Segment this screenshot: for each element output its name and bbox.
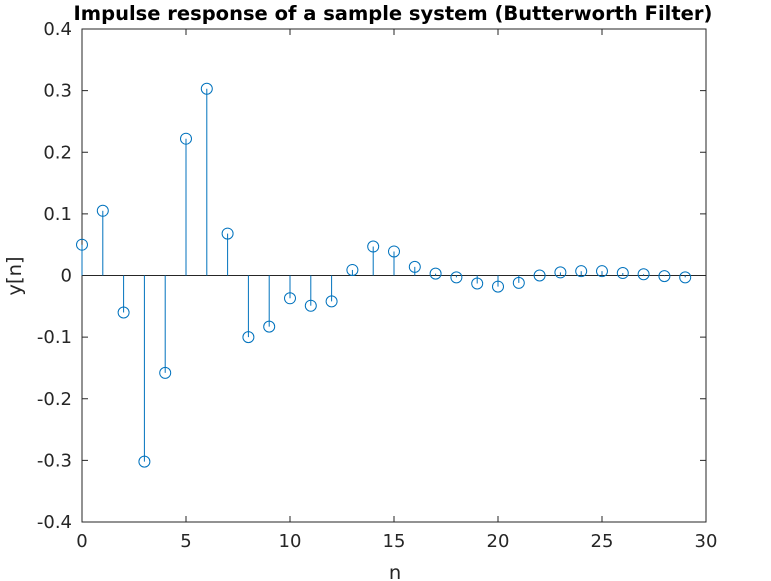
y-tick-label: -0.2 <box>37 389 72 410</box>
x-tick-label: 30 <box>695 531 718 552</box>
y-tick-label: 0.1 <box>43 204 72 225</box>
stem-marker <box>679 271 692 284</box>
stem-marker <box>429 267 442 280</box>
y-tick-label: -0.1 <box>37 327 72 348</box>
stem-marker <box>388 245 400 258</box>
stem-marker <box>180 132 192 145</box>
stem-marker <box>637 268 650 281</box>
stem-marker <box>284 292 296 305</box>
y-axis-label: y[n] <box>3 256 26 295</box>
stem-marker <box>492 280 504 293</box>
y-tick-label: 0 <box>61 266 72 287</box>
x-tick-label: 0 <box>76 531 87 552</box>
stem-marker <box>76 238 88 251</box>
stem-marker <box>554 266 567 279</box>
stem-marker <box>138 455 151 468</box>
stem-marker <box>96 204 109 217</box>
stem-marker <box>263 320 276 333</box>
y-tick-label: 0.2 <box>43 142 72 163</box>
stem-marker <box>575 265 588 278</box>
stem-marker <box>304 299 317 312</box>
stem-marker <box>325 295 338 308</box>
x-tick-label: 20 <box>487 531 510 552</box>
stem-marker <box>616 267 629 280</box>
y-tick-label: 0.3 <box>43 81 72 102</box>
stem-marker <box>346 263 359 276</box>
chart-title: Impulse response of a sample system (But… <box>74 2 713 25</box>
stem-marker <box>658 270 671 283</box>
stem-marker <box>533 269 546 282</box>
stem-marker <box>596 265 608 278</box>
stem-marker <box>242 331 255 344</box>
stem-marker <box>159 366 172 379</box>
stem-marker <box>117 306 130 319</box>
stem-marker <box>512 276 525 289</box>
stem-marker <box>450 271 463 284</box>
x-axis-label: n <box>389 561 401 581</box>
stem-marker <box>200 82 213 95</box>
stem-marker <box>408 260 421 273</box>
x-tick-label: 25 <box>591 531 614 552</box>
y-tick-label: -0.4 <box>37 512 72 533</box>
x-tick-label: 15 <box>383 531 406 552</box>
stem-marker <box>471 277 484 290</box>
stem-marker <box>221 227 234 240</box>
x-tick-label: 5 <box>180 531 191 552</box>
stem-marker <box>367 240 380 253</box>
y-tick-label: -0.3 <box>37 450 72 471</box>
x-tick-label: 10 <box>279 531 302 552</box>
plot-area: 0 5 10 15 20 25 30 -0.4 -0.3 -0.2 -0.1 0 0.1 0.2 0.3 0.… <box>37 19 718 552</box>
y-tick-label: 0.4 <box>43 19 72 40</box>
